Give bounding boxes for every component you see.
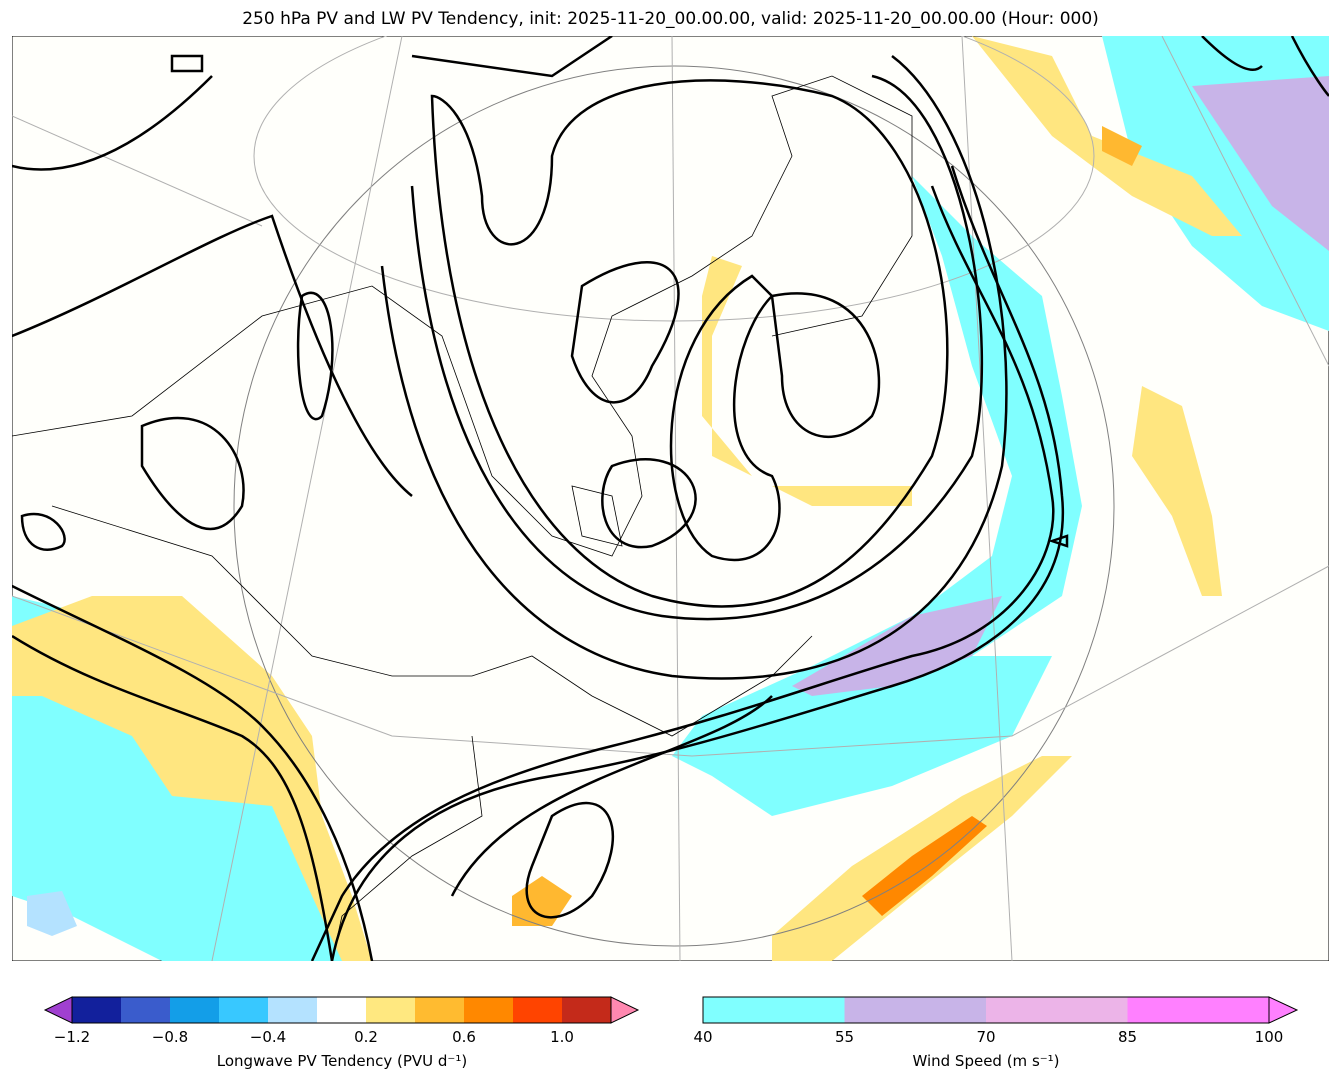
colorbar-swatch [415,997,464,1023]
pv-colorbar-tick: 0.6 [452,1028,476,1046]
pv-tendency-positive-east [1132,386,1222,596]
colorbar-swatch [844,997,986,1023]
wind-colorbar-tick: 40 [693,1028,713,1046]
colorbar-swatch [464,997,513,1023]
pv-tendency-strong-se [862,816,987,916]
pv-colorbar-tick: 0.2 [354,1028,378,1046]
colorbar-swatch [268,997,317,1023]
jet-streak-atlantic [672,176,1082,816]
pv-colorbar-tick: −0.4 [249,1028,287,1046]
pv-contours [12,36,1329,961]
pv-colorbar-tick: −0.8 [151,1028,189,1046]
colorbar-swatch [121,997,170,1023]
pv-colorbar-tick: 1.0 [550,1028,574,1046]
pv-tendency-positive-north [702,256,912,506]
pv-tendency-colorbar [43,996,640,1024]
colorbar-swatch [317,997,366,1023]
colorbar-extend-high [1268,996,1299,1024]
map-panel [12,36,1329,961]
jet-core-atlantic [792,596,1002,696]
colorbar-swatch [170,997,219,1023]
colorbar-swatch [72,997,121,1023]
wind-colorbar-tick: 55 [834,1028,855,1046]
wind-colorbar-tick: 70 [976,1028,996,1046]
pv-colorbar-tick: −1.2 [53,1028,91,1046]
colorbar-swatch [703,997,845,1023]
wind-speed-colorbar [702,996,1299,1024]
colorbar-swatch [986,997,1128,1023]
colorbar-swatch [366,997,415,1023]
wind-colorbar-tick: 100 [1254,1028,1284,1046]
colorbar-outline [702,996,1270,1024]
plot-title: 250 hPa PV and LW PV Tendency, init: 202… [242,9,1099,29]
colorbar-swatch [1127,997,1269,1023]
wind-colorbar-tick: 85 [1117,1028,1138,1046]
colorbar-outline [71,996,612,1024]
pv-tendency-negative-sw [27,891,77,936]
jet-core-east [1192,76,1329,251]
colorbar-extend-high [610,996,640,1024]
colorbar-extend-low [43,996,73,1024]
pv-tendency-positive-ne [972,36,1242,236]
pv-tendency-colorbar-label: Longwave PV Tendency (PVU d⁻¹) [216,1052,468,1070]
wind-speed-colorbar-label: Wind Speed (m s⁻¹) [912,1052,1060,1070]
colorbar-swatch [562,997,611,1023]
colorbar-swatch [219,997,268,1023]
colorbar-swatch [513,997,562,1023]
pv-tendency-positive-west [12,596,372,961]
pv-tendency-strong-ne [1102,126,1142,166]
